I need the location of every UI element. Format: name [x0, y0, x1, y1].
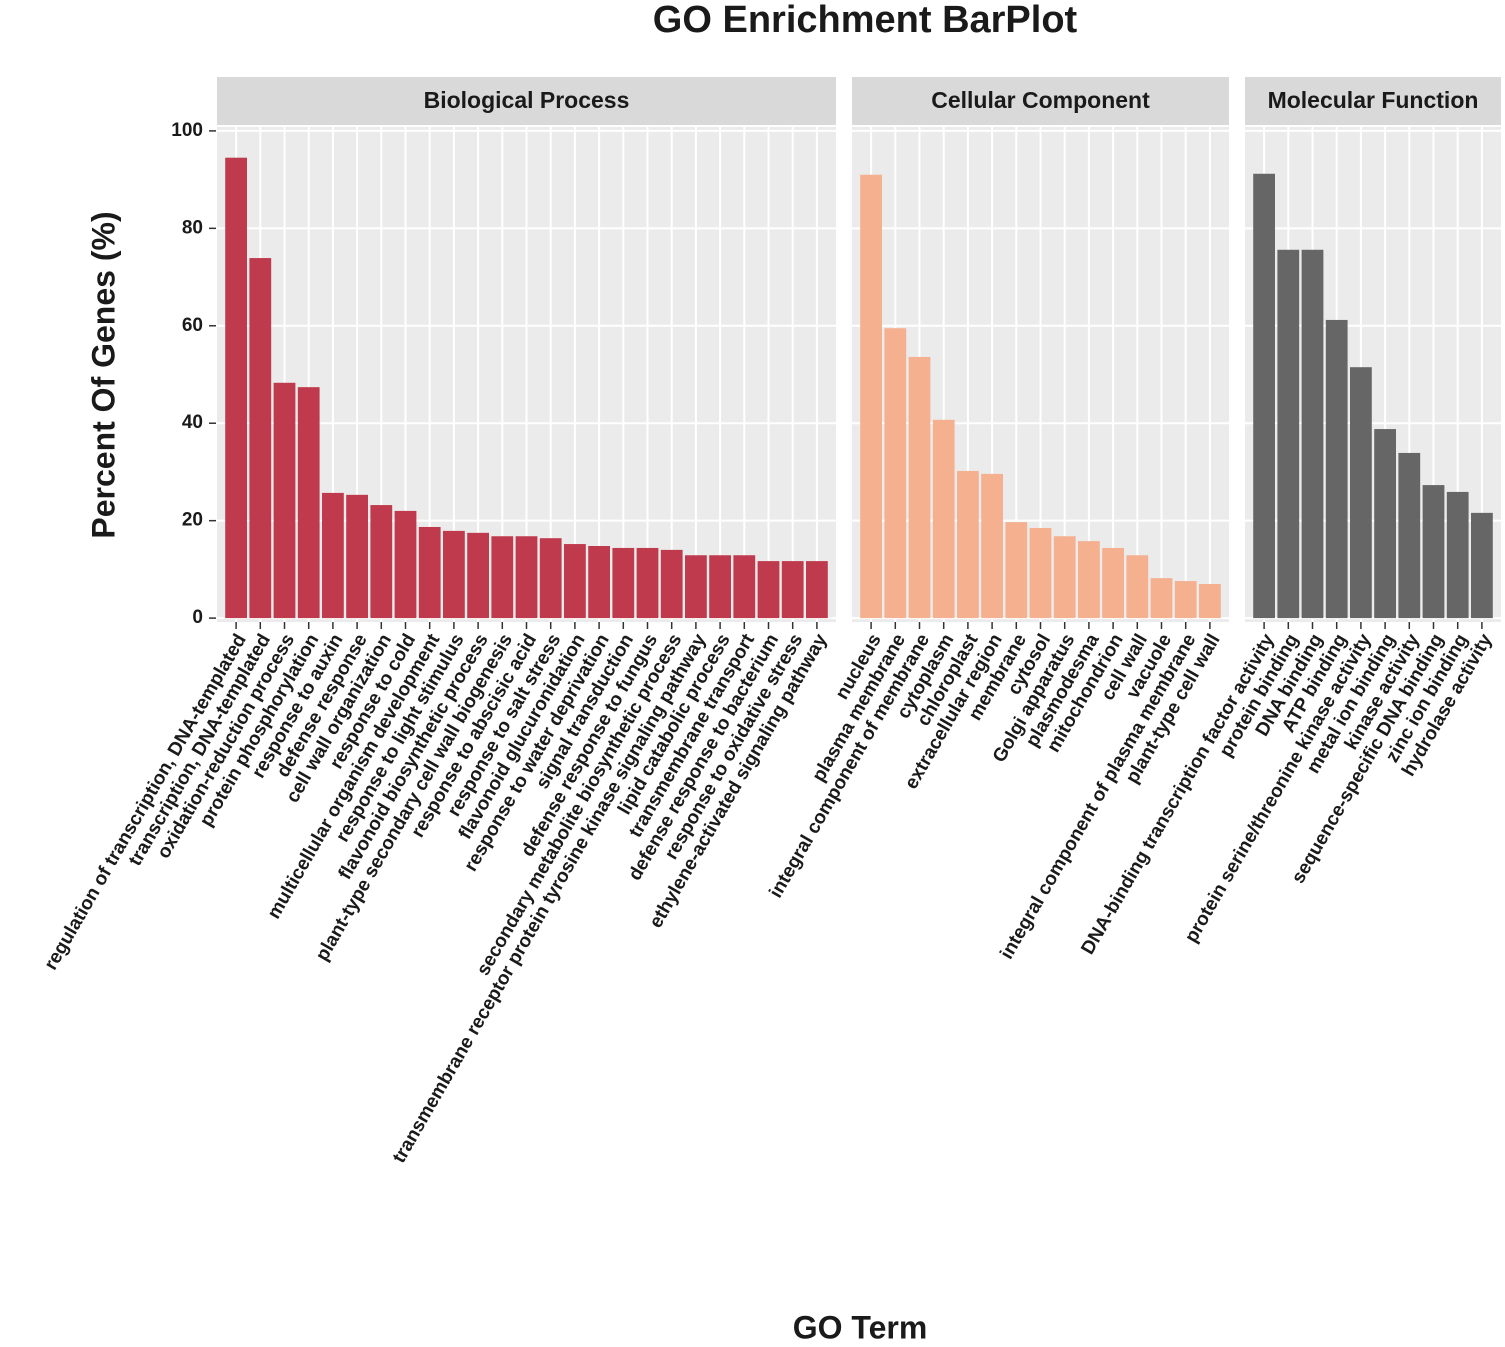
bar	[1005, 522, 1028, 619]
bar	[685, 555, 707, 619]
bar	[1422, 485, 1445, 619]
bar	[908, 356, 931, 619]
bar	[1174, 581, 1197, 619]
bar	[539, 538, 562, 619]
bar	[225, 157, 247, 619]
bar	[564, 544, 586, 619]
bar	[884, 328, 907, 619]
bar	[733, 555, 756, 619]
bar	[1471, 512, 1493, 619]
bar	[957, 470, 979, 619]
bar	[1301, 249, 1324, 619]
bar	[1374, 429, 1396, 619]
bar	[322, 492, 344, 619]
bar	[297, 387, 320, 619]
bar	[1277, 249, 1300, 619]
bar	[1398, 452, 1421, 619]
bar	[1150, 578, 1173, 619]
y-tick-label: 80	[182, 217, 203, 238]
bar	[1078, 541, 1100, 619]
bar	[860, 174, 882, 619]
bar	[709, 555, 731, 619]
bar	[346, 494, 368, 619]
y-tick-label: 20	[182, 510, 203, 531]
y-tick-label: 0	[192, 607, 203, 628]
bar	[1126, 555, 1149, 619]
bar	[1350, 367, 1372, 619]
bar	[249, 258, 272, 619]
bar	[660, 549, 683, 619]
bar	[612, 547, 635, 619]
bar	[418, 526, 441, 619]
bar	[394, 510, 417, 619]
chart-title: GO Enrichment BarPlot	[653, 0, 1078, 41]
bar	[1053, 536, 1076, 619]
strip-label: Molecular Function	[1268, 87, 1479, 113]
bar	[1446, 491, 1469, 619]
y-tick-label: 60	[182, 315, 203, 336]
strip	[1245, 77, 1501, 125]
strip-label: Biological Process	[424, 87, 630, 113]
bar	[515, 536, 538, 619]
y-axis-label: Percent Of Genes (%)	[85, 211, 121, 538]
x-axis-label: GO Term	[793, 1309, 928, 1345]
bar	[932, 419, 955, 619]
y-tick-label: 40	[182, 412, 203, 433]
bar	[588, 545, 610, 619]
bar	[273, 382, 296, 619]
bar	[491, 536, 514, 619]
bar	[1199, 583, 1221, 619]
y-tick-label: 100	[171, 120, 203, 141]
strip-label: Cellular Component	[931, 87, 1150, 113]
strip	[852, 77, 1229, 125]
bar	[981, 473, 1003, 619]
bar	[1029, 527, 1052, 619]
bar	[1325, 319, 1348, 619]
bar	[1102, 547, 1124, 619]
bar	[1253, 173, 1275, 619]
strip	[217, 77, 836, 125]
bar	[370, 505, 393, 619]
bar	[636, 547, 659, 619]
bar	[443, 530, 465, 619]
bar	[467, 532, 489, 619]
bar	[806, 561, 828, 619]
bar	[757, 561, 780, 619]
bar	[781, 561, 804, 619]
